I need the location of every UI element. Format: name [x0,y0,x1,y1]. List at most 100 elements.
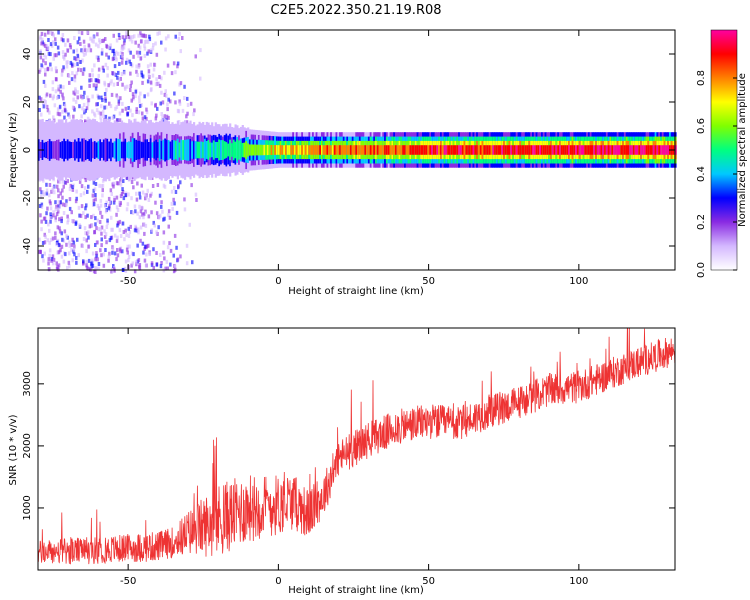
heatmap-cell [75,260,78,265]
heatmap-cell [125,233,128,237]
heatmap-cell [138,50,142,55]
heatmap-cell [93,187,97,192]
heatmap-cell [638,145,641,155]
heatmap-cell [90,38,94,43]
heatmap-cell [103,229,106,234]
heatmap-cell [40,190,43,195]
heatmap-cell [76,237,79,242]
heatmap-cell [177,184,180,188]
heatmap-cell [398,145,401,155]
heatmap-cell [68,43,72,48]
heatmap-cell [134,209,137,214]
heatmap-cell [65,141,68,159]
heatmap-cell [147,198,151,202]
heatmap-cell [81,58,84,63]
heatmap-cell [155,52,159,57]
heatmap-cell [533,145,536,155]
heatmap-cell [90,261,93,266]
heatmap-cell [113,71,116,76]
heatmap-cell [159,253,162,257]
heatmap-cell [108,251,111,256]
heatmap-cell [116,82,119,86]
heatmap-cell [189,139,192,161]
snr-y-ticks: 1000 2000 3000 [22,371,675,521]
heatmap-cell [81,96,84,101]
heatmap-cell [57,51,61,56]
heatmap-cell [340,145,344,155]
heatmap-cell [87,258,91,263]
heatmap-cell [82,261,85,266]
heatmap-cell [239,141,243,159]
heatmap-cell [43,142,46,158]
heatmap-cell [70,62,74,67]
heatmap-cell [43,240,47,245]
heatmap-cell [555,145,558,155]
heatmap-cell [241,143,244,158]
heatmap-cell [44,219,48,224]
heatmap-cell [106,138,109,162]
heatmap-cell [165,93,168,98]
heatmap-cell [179,180,182,185]
heatmap-cell [40,31,44,36]
heatmap-cell [71,258,74,263]
heatmap-cell [310,145,313,155]
heatmap-cell [98,183,101,188]
heatmap-cell [503,145,506,155]
heatmap-cell [137,227,140,232]
heatmap-cell [568,145,571,155]
y-tick-label: 20 [22,96,33,109]
heatmap-cell [85,203,88,208]
heatmap-cell [72,141,75,159]
heatmap-cell [39,34,42,39]
heatmap-cell [95,102,98,107]
heatmap-cell [440,145,443,155]
heatmap-cell [54,41,57,46]
heatmap-cell [117,70,120,75]
heatmap-cell [74,199,78,204]
heatmap-cell [130,98,133,103]
heatmap-cell [141,111,144,116]
heatmap-cell [315,145,318,155]
heatmap-cell [130,210,133,215]
heatmap-cell [169,262,172,267]
heatmap-cell [140,183,143,188]
heatmap-cell [133,204,137,209]
heatmap-cell [252,144,255,156]
colorbar: 0.0 0.2 0.4 0.6 0.8 Normalized spectral ampl… [696,29,748,278]
heatmap-cell [50,258,53,263]
heatmap-cell [146,188,149,193]
heatmap-cell [116,253,120,258]
heatmap-cells [38,30,677,274]
y-tick-label: 40 [22,48,33,61]
heatmap-cell [331,145,335,155]
heatmap-cell [364,145,367,155]
heatmap-cell [85,249,88,254]
heatmap-cell [76,40,80,45]
heatmap-cell [501,145,504,155]
heatmap-cell [60,72,64,77]
heatmap-cell [62,38,65,43]
heatmap-cell [49,237,53,242]
heatmap-cell [108,200,112,204]
snr-x-ticks: -50 0 50 100 [120,328,588,587]
heatmap-cell [528,145,531,155]
heatmap-cell [142,215,145,220]
heatmap-cell [137,140,140,160]
heatmap-cell [290,145,293,155]
heatmap-cell [49,212,52,217]
heatmap-cell [52,257,56,262]
heatmap-cell [100,237,103,242]
heatmap-cell [459,145,463,155]
heatmap-cell [74,99,78,104]
heatmap-cell [155,113,158,118]
heatmap-cell [126,111,130,116]
heatmap-cell [135,50,139,55]
heatmap-cell [641,145,645,155]
heatmap-cell [145,252,148,257]
heatmap-cell [277,145,280,155]
heatmap-cell [595,145,598,155]
heatmap-cell [494,145,497,155]
heatmap-cell [130,251,134,256]
heatmap-cell [560,145,563,155]
heatmap-cell [149,193,152,198]
